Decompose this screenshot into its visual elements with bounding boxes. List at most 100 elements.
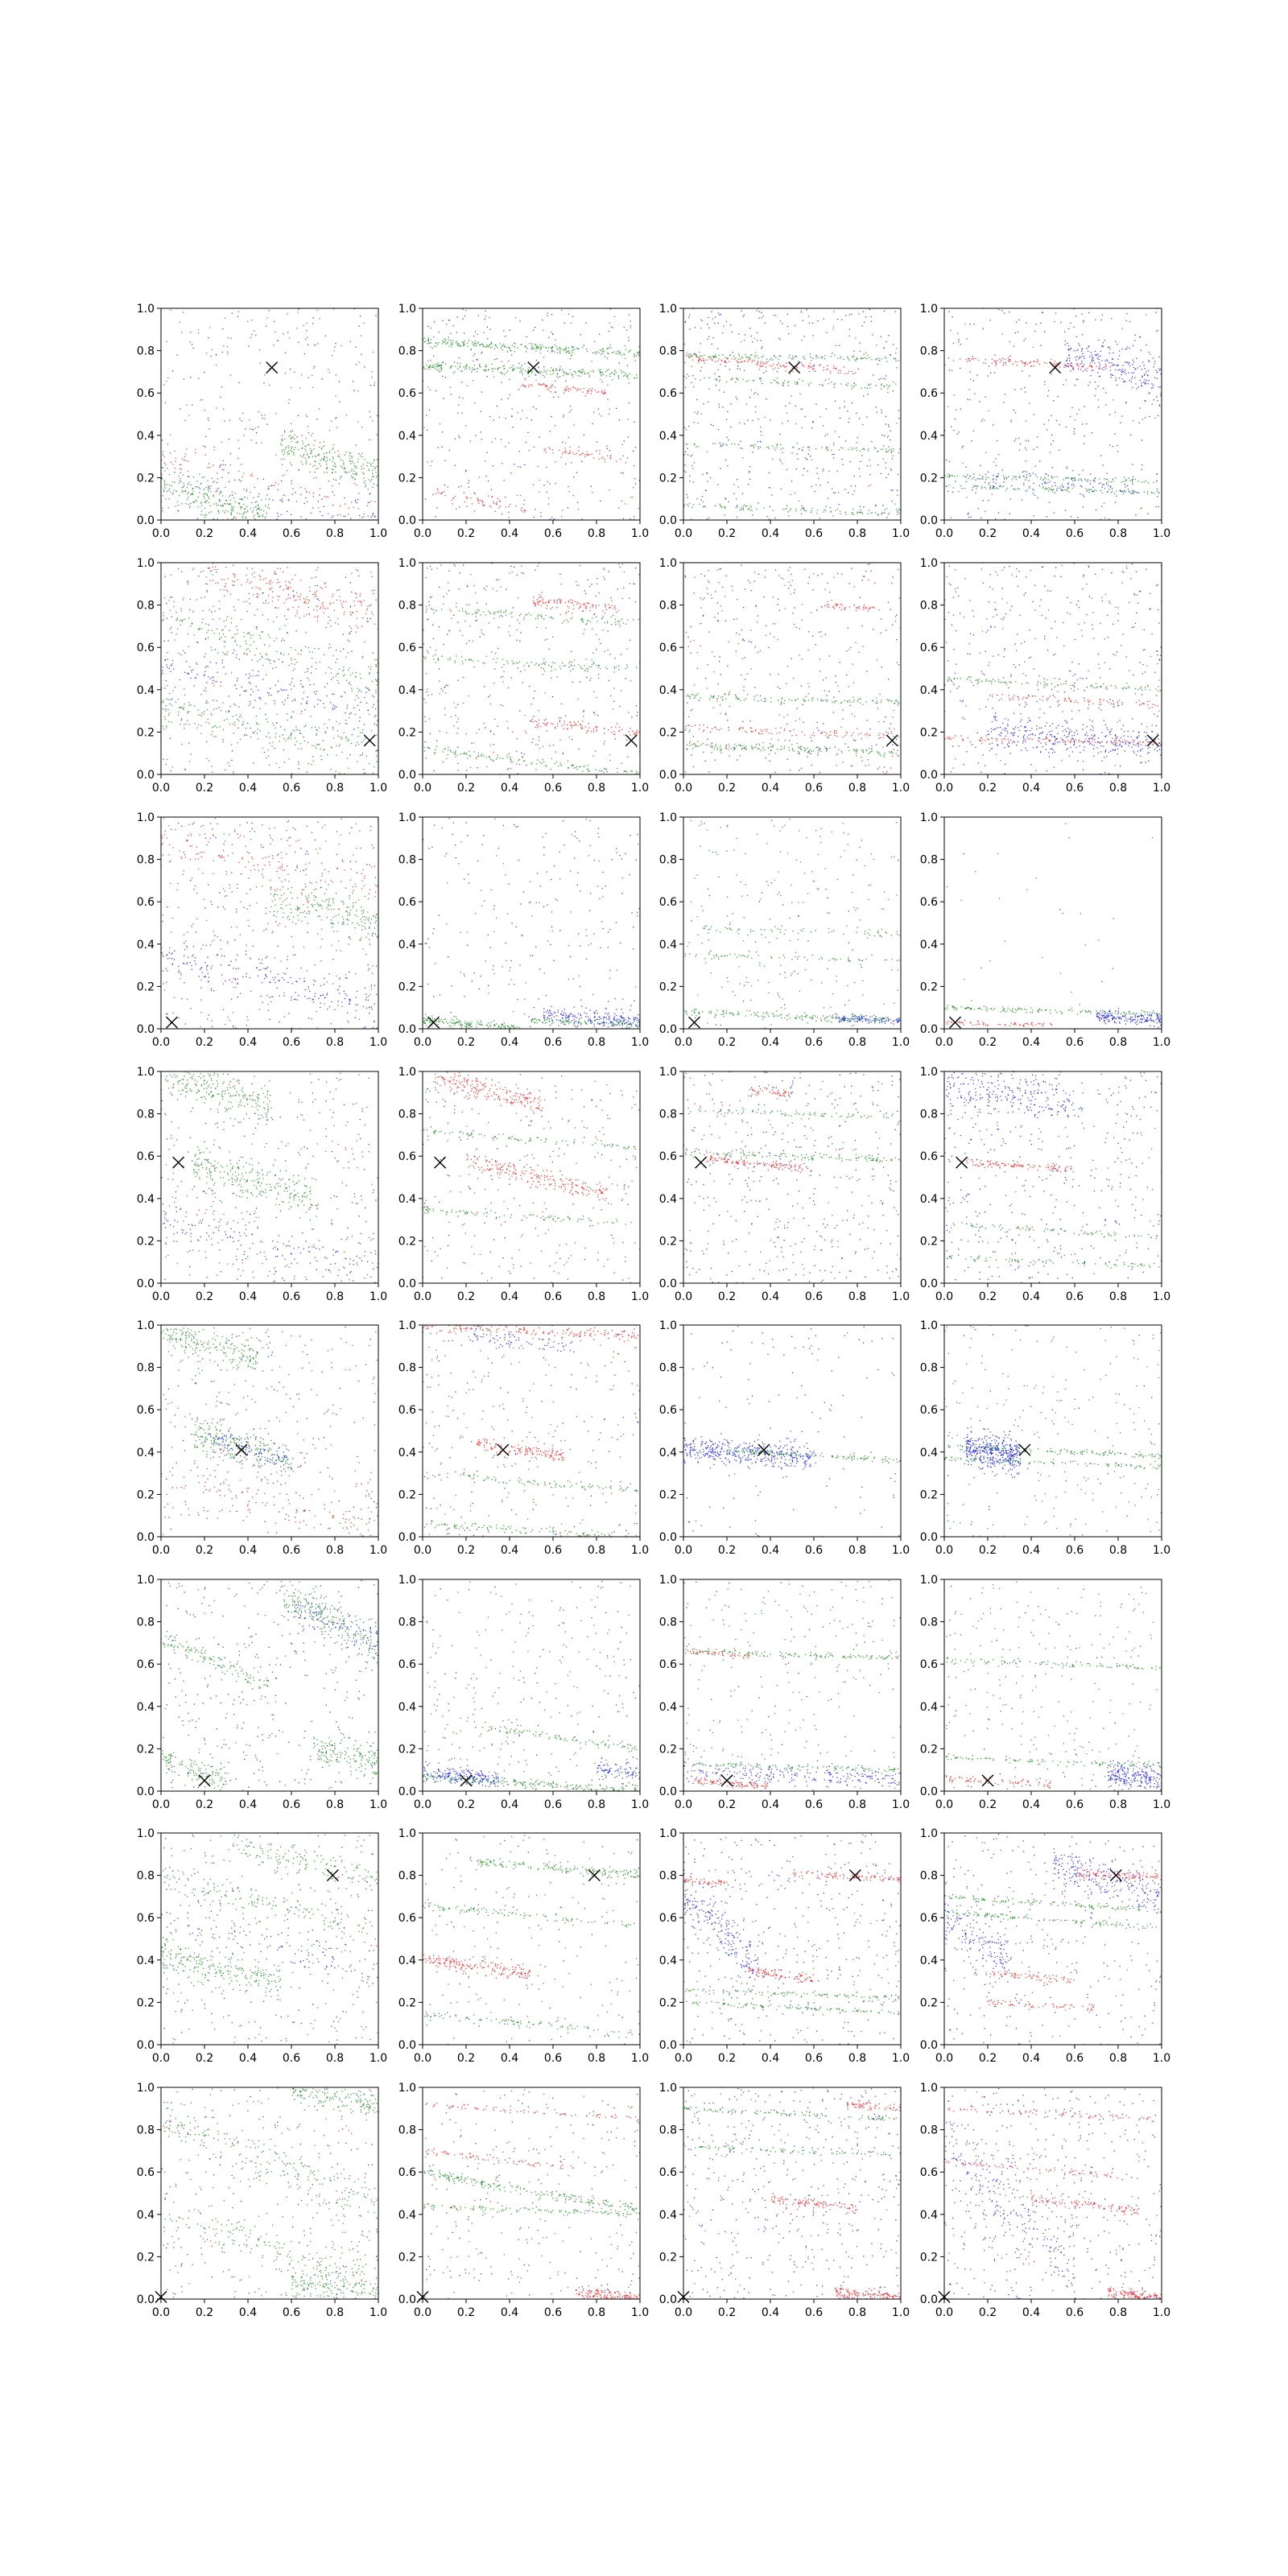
green-point — [351, 572, 353, 574]
green-point — [1030, 474, 1031, 476]
red-point — [186, 404, 188, 406]
green-point — [304, 445, 306, 447]
blue-point — [1046, 516, 1047, 518]
green-point — [283, 438, 286, 440]
red-point — [685, 386, 687, 388]
green-point — [701, 355, 703, 357]
green-point — [521, 344, 522, 345]
blue-point — [216, 354, 217, 356]
red-point — [1025, 363, 1026, 365]
red-point — [1049, 452, 1051, 453]
green-point — [760, 378, 762, 379]
green-point — [572, 349, 574, 351]
red-point — [356, 593, 357, 595]
green-point — [712, 318, 713, 320]
blue-point — [1082, 469, 1084, 471]
blue-point — [978, 478, 980, 480]
green-point — [859, 476, 861, 477]
blue-point — [1078, 358, 1080, 360]
blue-point — [332, 726, 334, 729]
blue-point — [792, 358, 794, 360]
red-point — [718, 358, 720, 360]
blue-point — [457, 412, 459, 414]
green-point — [445, 363, 447, 365]
blue-point — [511, 415, 513, 417]
green-point — [839, 449, 840, 451]
blue-point — [1135, 514, 1137, 516]
blue-point — [1131, 372, 1133, 374]
green-point — [472, 367, 473, 369]
blue-point — [278, 515, 279, 517]
green-point — [170, 597, 171, 598]
red-point — [184, 453, 187, 455]
red-point — [487, 495, 489, 497]
green-point — [332, 460, 333, 462]
blue-point — [501, 398, 502, 400]
red-point — [187, 493, 188, 495]
green-point — [1088, 492, 1091, 493]
green-point — [163, 597, 166, 599]
blue-point — [442, 320, 444, 321]
green-point — [828, 378, 830, 380]
blue-point — [272, 499, 274, 501]
blue-point — [206, 741, 208, 743]
green-point — [163, 485, 165, 488]
red-point — [375, 666, 377, 667]
blue-point — [1127, 485, 1129, 486]
blue-point — [1043, 482, 1046, 484]
red-point — [492, 496, 493, 497]
blue-point — [881, 434, 883, 436]
red-point — [801, 340, 803, 341]
green-point — [555, 461, 556, 463]
green-point — [318, 453, 320, 455]
blue-point — [1128, 372, 1129, 374]
green-point — [168, 498, 170, 500]
red-point — [361, 452, 363, 455]
red-point — [560, 516, 563, 518]
red-point — [231, 637, 233, 638]
green-point — [853, 448, 855, 449]
blue-point — [872, 334, 873, 336]
blue-point — [1119, 350, 1121, 352]
blue-point — [1111, 358, 1113, 360]
red-point — [471, 503, 473, 505]
green-point — [374, 467, 377, 469]
green-point — [617, 375, 619, 377]
green-point — [307, 454, 308, 456]
red-point — [573, 386, 575, 388]
blue-point — [692, 375, 694, 377]
blue-point — [279, 726, 282, 728]
red-point — [833, 365, 835, 367]
green-point — [694, 411, 696, 413]
blue-point — [535, 408, 537, 410]
blue-point — [1102, 464, 1104, 466]
green-point — [893, 448, 894, 450]
blue-point — [1156, 473, 1158, 475]
blue-point — [171, 698, 173, 700]
green-point — [367, 687, 369, 689]
blue-point — [1121, 374, 1122, 375]
green-point — [477, 342, 479, 344]
green-point — [720, 506, 722, 507]
blue-point — [995, 479, 997, 481]
blue-point — [791, 395, 792, 397]
red-point — [371, 611, 373, 613]
red-point — [217, 582, 219, 584]
green-point — [771, 445, 773, 447]
red-point — [262, 579, 264, 580]
blue-point — [319, 494, 320, 496]
green-point — [428, 342, 430, 344]
blue-point — [1075, 349, 1078, 352]
green-point — [195, 486, 196, 488]
green-point — [319, 318, 320, 320]
red-point — [192, 669, 194, 671]
blue-point — [970, 516, 972, 518]
green-point — [885, 378, 886, 380]
green-point — [695, 378, 696, 380]
green-point — [985, 479, 987, 481]
blue-point — [1071, 407, 1073, 409]
blue-point — [1159, 386, 1161, 388]
blue-point — [800, 408, 802, 410]
red-point — [779, 458, 781, 460]
blue-point — [1148, 379, 1150, 382]
